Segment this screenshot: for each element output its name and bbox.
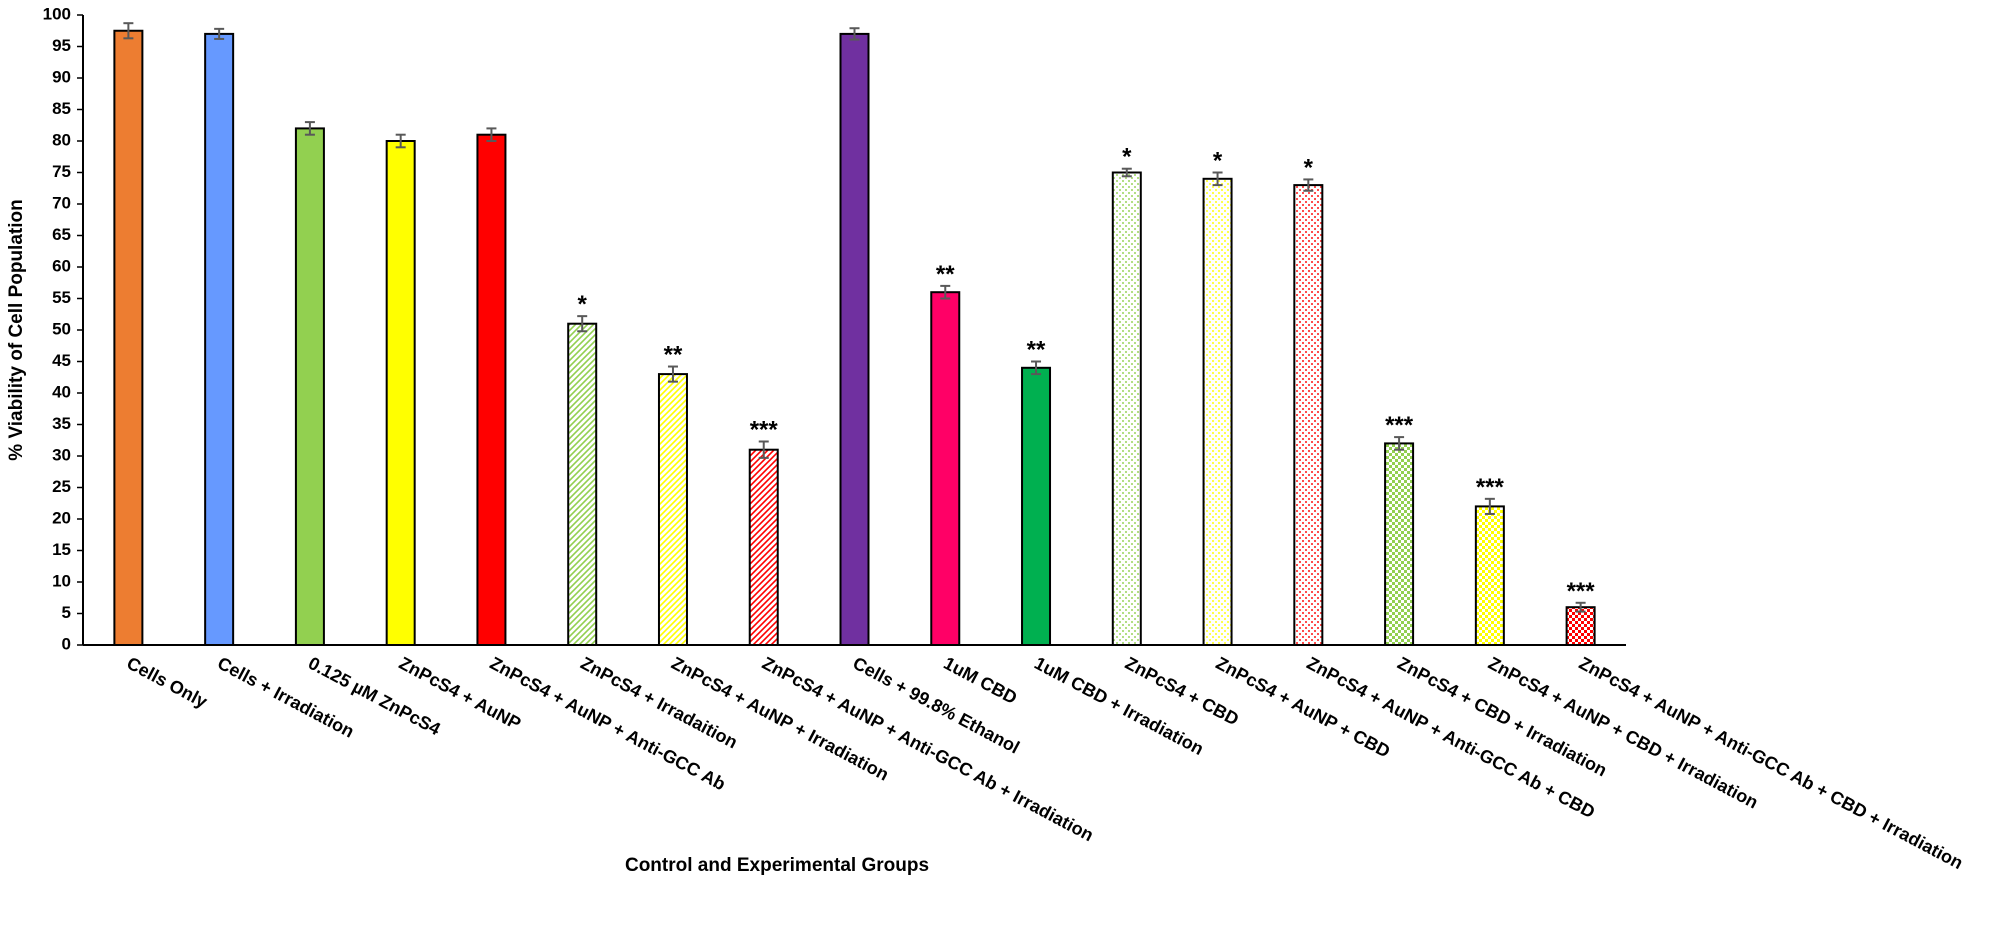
bar	[1293, 184, 1324, 646]
error-bar	[758, 440, 769, 459]
y-tick-label: 80	[52, 130, 71, 149]
y-tick-label: 25	[52, 477, 71, 496]
y-tick-label: 75	[52, 162, 71, 181]
y-tick-label: 95	[52, 36, 71, 55]
error-bar	[304, 121, 315, 136]
bar	[1384, 442, 1415, 646]
x-tick-label: 1uM CBD + Irradiation	[1031, 653, 1207, 759]
error-bar	[395, 133, 406, 149]
y-tick-label: 30	[52, 445, 71, 464]
y-tick-label: 5	[62, 603, 71, 622]
significance-label: **	[936, 261, 955, 288]
error-bar	[1303, 178, 1314, 192]
significance-label: **	[1027, 337, 1046, 364]
y-tick-label: 15	[52, 540, 71, 559]
significance-label: ***	[750, 417, 779, 444]
bar	[113, 29, 144, 646]
significance-label: *	[578, 291, 588, 318]
significance-label: ***	[1385, 412, 1414, 439]
y-tick-label: 45	[52, 351, 71, 370]
significance-label: ***	[1476, 474, 1505, 501]
y-tick-label: 55	[52, 288, 71, 307]
x-tick-label: Cells Only	[124, 653, 211, 712]
y-tick-label: 60	[52, 256, 71, 275]
x-tick-label: 1uM CBD	[940, 653, 1020, 708]
bar	[1565, 606, 1596, 647]
error-bar	[667, 365, 678, 383]
significance-label: *	[1213, 148, 1223, 175]
bar	[839, 32, 870, 646]
y-tick-label: 65	[52, 225, 71, 244]
bar	[748, 448, 779, 647]
bar	[385, 140, 416, 646]
x-tick-label: ZnPcS4 + AuNP + Anti-GCC Ab + CBD + Irra…	[1576, 653, 1967, 873]
error-bar	[1212, 171, 1223, 187]
y-tick-label: 0	[62, 634, 71, 653]
x-axis-title: Control and Experimental Groups	[625, 855, 929, 876]
bar	[204, 32, 235, 646]
bar	[1111, 171, 1142, 646]
error-bar	[1121, 167, 1132, 178]
error-bar	[940, 284, 951, 300]
bar	[1202, 177, 1233, 647]
y-tick-label: 40	[52, 382, 71, 401]
y-tick-label: 20	[52, 508, 71, 527]
error-bar	[1575, 601, 1586, 613]
bar	[476, 133, 507, 646]
y-tick-label: 70	[52, 193, 71, 212]
y-tick-label: 90	[52, 67, 71, 86]
x-tick-label: ZnPcS4 + Irradaition	[577, 653, 741, 753]
x-tick-label: ZnPcS4 + AuNP + Anti-GCC Ab + Irradiatio…	[759, 653, 1097, 845]
y-tick-label: 35	[52, 414, 71, 433]
error-bar	[849, 27, 860, 41]
significance-label: ***	[1567, 578, 1596, 605]
error-bar	[1031, 360, 1042, 376]
bar	[1021, 366, 1052, 646]
error-bar	[214, 27, 225, 40]
error-bar	[577, 315, 588, 333]
bar	[294, 127, 325, 646]
y-tick-label: 10	[52, 571, 71, 590]
y-tick-label: 85	[52, 99, 71, 118]
bar	[1474, 505, 1505, 646]
y-tick-label: 50	[52, 319, 71, 338]
bar	[657, 373, 688, 646]
bar	[930, 291, 961, 646]
y-axis-title: % Viability of Cell Population	[6, 199, 27, 460]
error-bar	[1394, 436, 1405, 451]
significance-label: **	[664, 342, 683, 369]
y-tick-label: 100	[43, 4, 71, 23]
significance-label: *	[1304, 154, 1314, 181]
error-bar	[486, 127, 497, 142]
bar	[567, 322, 598, 646]
error-bar	[123, 22, 134, 40]
error-bar	[1484, 497, 1495, 515]
significance-label: *	[1122, 144, 1132, 171]
